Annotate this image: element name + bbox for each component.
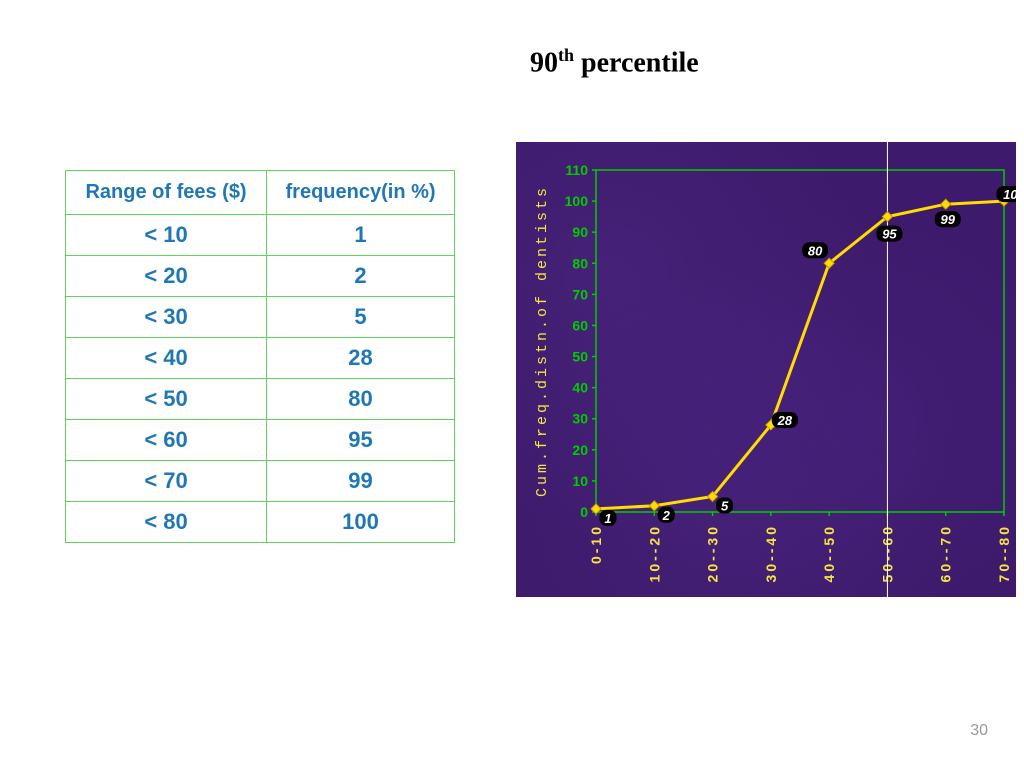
xtick-label: 0-10 xyxy=(588,524,604,564)
cell-range: < 70 xyxy=(66,461,267,502)
xtick-label: 70--80 xyxy=(996,524,1012,582)
ytick-label: 110 xyxy=(565,162,588,178)
ytick-label: 20 xyxy=(572,442,588,458)
data-label: 95 xyxy=(882,227,897,242)
ytick-label: 70 xyxy=(572,286,588,302)
ytick-label: 40 xyxy=(572,380,588,396)
cell-range: < 80 xyxy=(66,502,267,543)
ytick-label: 90 xyxy=(572,224,588,240)
table-row: < 80100 xyxy=(66,502,455,543)
cell-freq: 99 xyxy=(267,461,455,502)
ytick-label: 60 xyxy=(572,317,588,333)
data-label: 99 xyxy=(940,212,955,227)
table-row: < 101 xyxy=(66,215,455,256)
table-header-freq: frequency(in %) xyxy=(267,171,455,215)
ytick-label: 0 xyxy=(580,504,588,520)
table-row: < 202 xyxy=(66,256,455,297)
chart-svg: Cum.freq.distn.of dentists 0 10 20 30 40 50 60 7… xyxy=(516,142,1016,597)
title-prefix: 90 xyxy=(530,47,558,78)
data-marker xyxy=(649,501,659,511)
ytick-label: 100 xyxy=(565,193,589,209)
cell-freq: 80 xyxy=(267,379,455,420)
data-label: 80 xyxy=(808,243,823,258)
xtick-label: 20--30 xyxy=(705,524,721,582)
cumulative-frequency-chart: Cum.freq.distn.of dentists 0 10 20 30 40 50 60 7… xyxy=(516,142,1016,597)
ytick-label: 30 xyxy=(572,411,588,427)
data-line xyxy=(596,201,1004,509)
slide-number: 30 xyxy=(970,722,988,740)
frequency-table: Range of fees ($) frequency(in %) < 101<… xyxy=(65,170,455,543)
xtick-label: 30--40 xyxy=(763,524,779,582)
cell-freq: 2 xyxy=(267,256,455,297)
yaxis-label: Cum.freq.distn.of dentists xyxy=(534,185,551,497)
cell-freq: 1 xyxy=(267,215,455,256)
table-row: < 305 xyxy=(66,297,455,338)
data-label: 28 xyxy=(777,413,793,428)
table-row: < 6095 xyxy=(66,420,455,461)
cell-freq: 5 xyxy=(267,297,455,338)
cell-freq: 100 xyxy=(267,502,455,543)
table-row: < 4028 xyxy=(66,338,455,379)
title-sup: th xyxy=(558,45,574,65)
xtick-label: 60--70 xyxy=(938,524,954,582)
xtick-label: 10--20 xyxy=(646,524,662,582)
cell-freq: 28 xyxy=(267,338,455,379)
data-label: 5 xyxy=(721,498,729,513)
cell-range: < 10 xyxy=(66,215,267,256)
ytick-label: 80 xyxy=(572,255,588,271)
cell-range: < 30 xyxy=(66,297,267,338)
cell-range: < 40 xyxy=(66,338,267,379)
title-suffix: percentile xyxy=(574,47,699,78)
data-label: 2 xyxy=(662,508,671,523)
cell-range: < 20 xyxy=(66,256,267,297)
cell-freq: 95 xyxy=(267,420,455,461)
cell-range: < 60 xyxy=(66,420,267,461)
ytick-label: 50 xyxy=(572,349,588,365)
data-marker xyxy=(941,199,951,209)
table: Range of fees ($) frequency(in %) < 101<… xyxy=(65,170,455,543)
data-label: 1 xyxy=(604,511,611,526)
xtick-label: 40--50 xyxy=(821,524,837,582)
data-label: 100 xyxy=(1003,187,1016,202)
table-header-range: Range of fees ($) xyxy=(66,171,267,215)
ytick-label: 10 xyxy=(572,473,588,489)
page-title: 90th percentile xyxy=(530,45,699,79)
table-row: < 7099 xyxy=(66,461,455,502)
cell-range: < 50 xyxy=(66,379,267,420)
table-row: < 5080 xyxy=(66,379,455,420)
